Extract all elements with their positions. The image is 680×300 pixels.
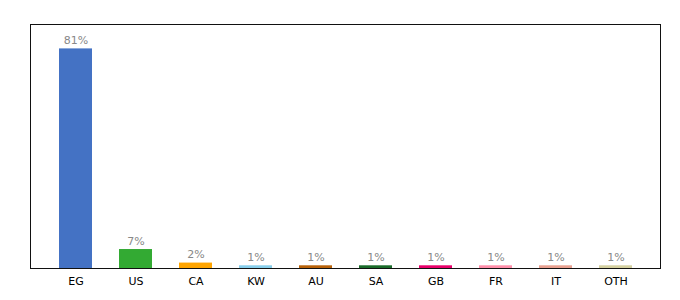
svg-text:GB: GB [428, 275, 444, 288]
svg-text:AU: AU [308, 275, 324, 288]
svg-text:1%: 1% [607, 251, 624, 264]
svg-text:1%: 1% [547, 251, 564, 264]
svg-text:SA: SA [369, 275, 384, 288]
svg-text:2%: 2% [187, 248, 204, 261]
svg-text:1%: 1% [487, 251, 504, 264]
svg-text:IT: IT [551, 275, 561, 288]
svg-text:1%: 1% [307, 251, 324, 264]
svg-text:CA: CA [188, 275, 204, 288]
svg-text:1%: 1% [367, 251, 384, 264]
svg-text:US: US [128, 275, 143, 288]
svg-text:FR: FR [489, 275, 503, 288]
svg-text:EG: EG [68, 275, 83, 288]
svg-text:7%: 7% [127, 235, 144, 248]
svg-text:1%: 1% [427, 251, 444, 264]
svg-text:KW: KW [247, 275, 265, 288]
svg-text:81%: 81% [64, 34, 88, 47]
svg-text:1%: 1% [247, 251, 264, 264]
svg-text:OTH: OTH [604, 275, 628, 288]
